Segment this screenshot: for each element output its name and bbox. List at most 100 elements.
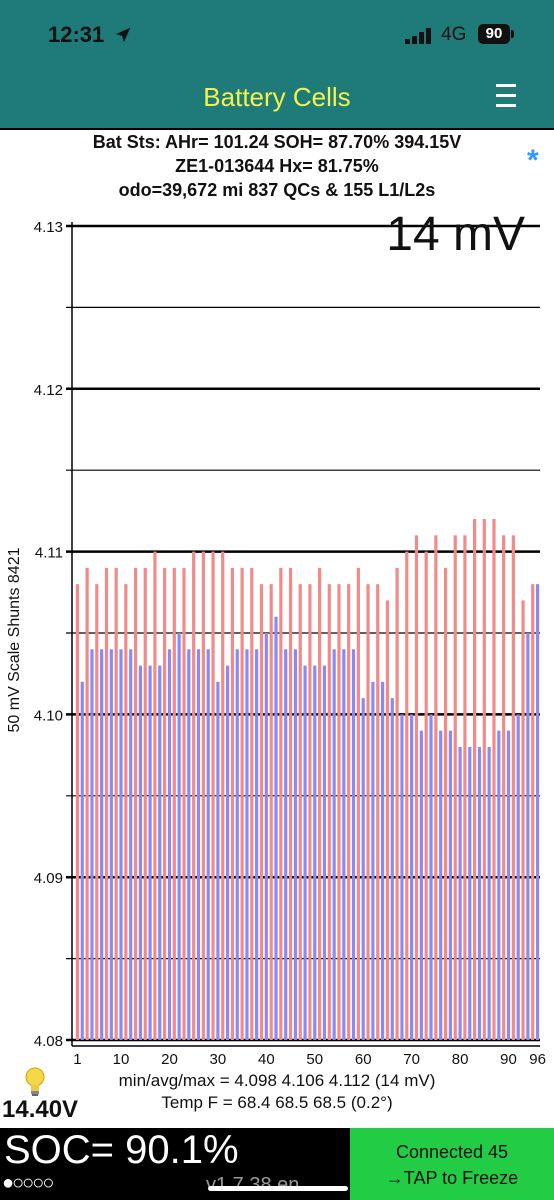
cell-bar bbox=[225, 665, 230, 1040]
cell-bar bbox=[376, 584, 380, 1040]
cell-bar bbox=[255, 649, 259, 1040]
cell-bar bbox=[80, 681, 84, 1040]
cell-bar bbox=[434, 535, 438, 1040]
cell-bar bbox=[318, 567, 322, 1040]
cell-bar bbox=[192, 551, 196, 1040]
x-tick-label: 1 bbox=[73, 1051, 81, 1068]
cell-bar bbox=[109, 649, 113, 1040]
cell-bar bbox=[75, 584, 80, 1040]
cell-bar bbox=[308, 584, 312, 1040]
cell-bar bbox=[104, 567, 109, 1040]
nav-bar: Battery Cells bbox=[0, 70, 554, 128]
y-tick-label: 4.09 bbox=[34, 870, 63, 887]
cell-bar bbox=[327, 584, 331, 1040]
y-tick-label: 4.10 bbox=[34, 707, 63, 724]
cell-bar bbox=[390, 698, 394, 1040]
x-tick-label: 30 bbox=[210, 1051, 227, 1068]
cell-bar bbox=[448, 730, 452, 1040]
cell-bar bbox=[395, 567, 399, 1040]
y-tick-label: 4.13 bbox=[34, 219, 63, 236]
cell-bar bbox=[221, 551, 225, 1040]
network-type-label: 4G bbox=[441, 24, 467, 45]
cell-bar bbox=[211, 551, 215, 1040]
cell-bar bbox=[405, 551, 409, 1040]
cell-bar bbox=[85, 567, 89, 1040]
x-tick-label: 80 bbox=[452, 1051, 469, 1068]
cell-bar bbox=[269, 584, 273, 1040]
cell-bar bbox=[230, 567, 235, 1040]
menu-icon[interactable] bbox=[496, 78, 520, 112]
cell-bar bbox=[439, 730, 443, 1040]
cell-bar bbox=[153, 551, 157, 1040]
cell-bar bbox=[182, 567, 186, 1040]
soc-value: SOC= 90.1% bbox=[4, 1128, 239, 1172]
lightbulb-icon[interactable] bbox=[22, 1066, 48, 1098]
home-indicator[interactable] bbox=[208, 1186, 348, 1191]
cell-bar bbox=[477, 746, 482, 1040]
y-tick-label: 4.08 bbox=[34, 1033, 63, 1050]
cell-bar bbox=[240, 567, 244, 1040]
cell-bar bbox=[516, 714, 520, 1040]
cell-bar bbox=[138, 665, 142, 1040]
settings-asterisk-button[interactable]: * bbox=[527, 144, 539, 177]
cell-bar bbox=[322, 665, 327, 1040]
battery-level-icon: 90 bbox=[478, 24, 510, 44]
cell-bar bbox=[385, 600, 390, 1040]
cell-bar bbox=[410, 714, 414, 1040]
cell-bar bbox=[288, 567, 293, 1040]
page-indicator-dots[interactable]: ●○○○○ bbox=[2, 1172, 54, 1194]
x-tick-label: 10 bbox=[113, 1051, 130, 1068]
x-tick-label: 60 bbox=[355, 1051, 372, 1068]
cell-bar bbox=[172, 567, 176, 1040]
cell-bar bbox=[497, 730, 501, 1040]
y-axis-label: 50 mV Scale Shunts 8421 bbox=[6, 547, 23, 732]
cell-bar bbox=[284, 649, 288, 1040]
cell-bar bbox=[129, 649, 133, 1040]
cell-bar bbox=[535, 584, 540, 1040]
cell-bar bbox=[216, 681, 220, 1040]
cell-bar bbox=[279, 567, 283, 1040]
cell-bar bbox=[196, 649, 201, 1040]
aux-voltage: 14.40V bbox=[2, 1096, 79, 1123]
cell-bar bbox=[264, 633, 268, 1040]
x-tick-label: 90 bbox=[500, 1051, 517, 1068]
status-time: 12:31 bbox=[48, 22, 105, 47]
cell-bar bbox=[453, 535, 457, 1040]
cell-bar bbox=[303, 665, 307, 1040]
cell-bar bbox=[143, 567, 147, 1040]
cell-bar bbox=[482, 519, 486, 1040]
cell-bar bbox=[473, 519, 477, 1040]
cell-bar bbox=[298, 584, 302, 1040]
x-tick-label: 96 bbox=[529, 1051, 546, 1068]
cell-bar bbox=[468, 746, 472, 1040]
cell-bar bbox=[424, 551, 428, 1040]
cell-bar bbox=[356, 567, 360, 1040]
cell-bar bbox=[443, 567, 448, 1040]
cell-bar bbox=[380, 681, 385, 1040]
cell-bar bbox=[526, 633, 530, 1040]
cell-bar bbox=[366, 584, 370, 1040]
cell-bar bbox=[351, 649, 356, 1040]
cell-bar bbox=[201, 551, 205, 1040]
cell-bar bbox=[502, 535, 506, 1040]
cell-bar bbox=[177, 633, 181, 1040]
cell-bar bbox=[133, 567, 138, 1040]
cell-bar bbox=[506, 730, 511, 1040]
battery-tip bbox=[511, 30, 514, 38]
cell-bar bbox=[487, 746, 491, 1040]
cell-bar bbox=[313, 665, 317, 1040]
cell-bar bbox=[163, 567, 167, 1040]
cell-bar bbox=[419, 730, 423, 1040]
cell-bar bbox=[458, 746, 462, 1040]
cell-voltage-chart: 4.08 4.09 4.10 4.11 4.12 4.13 1 10 20 30 40 50 60 70 8… bbox=[6, 208, 546, 1068]
temperature-text: Temp F = 68.4 68.5 68.5 (0.2°) bbox=[161, 1093, 393, 1112]
cell-bar bbox=[342, 649, 346, 1040]
cell-bar bbox=[114, 567, 118, 1040]
cell-bar bbox=[158, 665, 162, 1040]
tap-to-freeze-label: →TAP to Freeze bbox=[385, 1168, 519, 1188]
odometer-line: odo=39,672 mi 837 QCs & 155 L1/L2s bbox=[118, 180, 436, 200]
x-tick-label: 50 bbox=[306, 1051, 323, 1068]
min-avg-max-text: min/avg/max = 4.098 4.106 4.112 (14 mV) bbox=[118, 1071, 436, 1090]
cell-bar bbox=[332, 649, 336, 1040]
connection-freeze-button[interactable]: Connected 45 →TAP to Freeze bbox=[350, 1128, 554, 1200]
